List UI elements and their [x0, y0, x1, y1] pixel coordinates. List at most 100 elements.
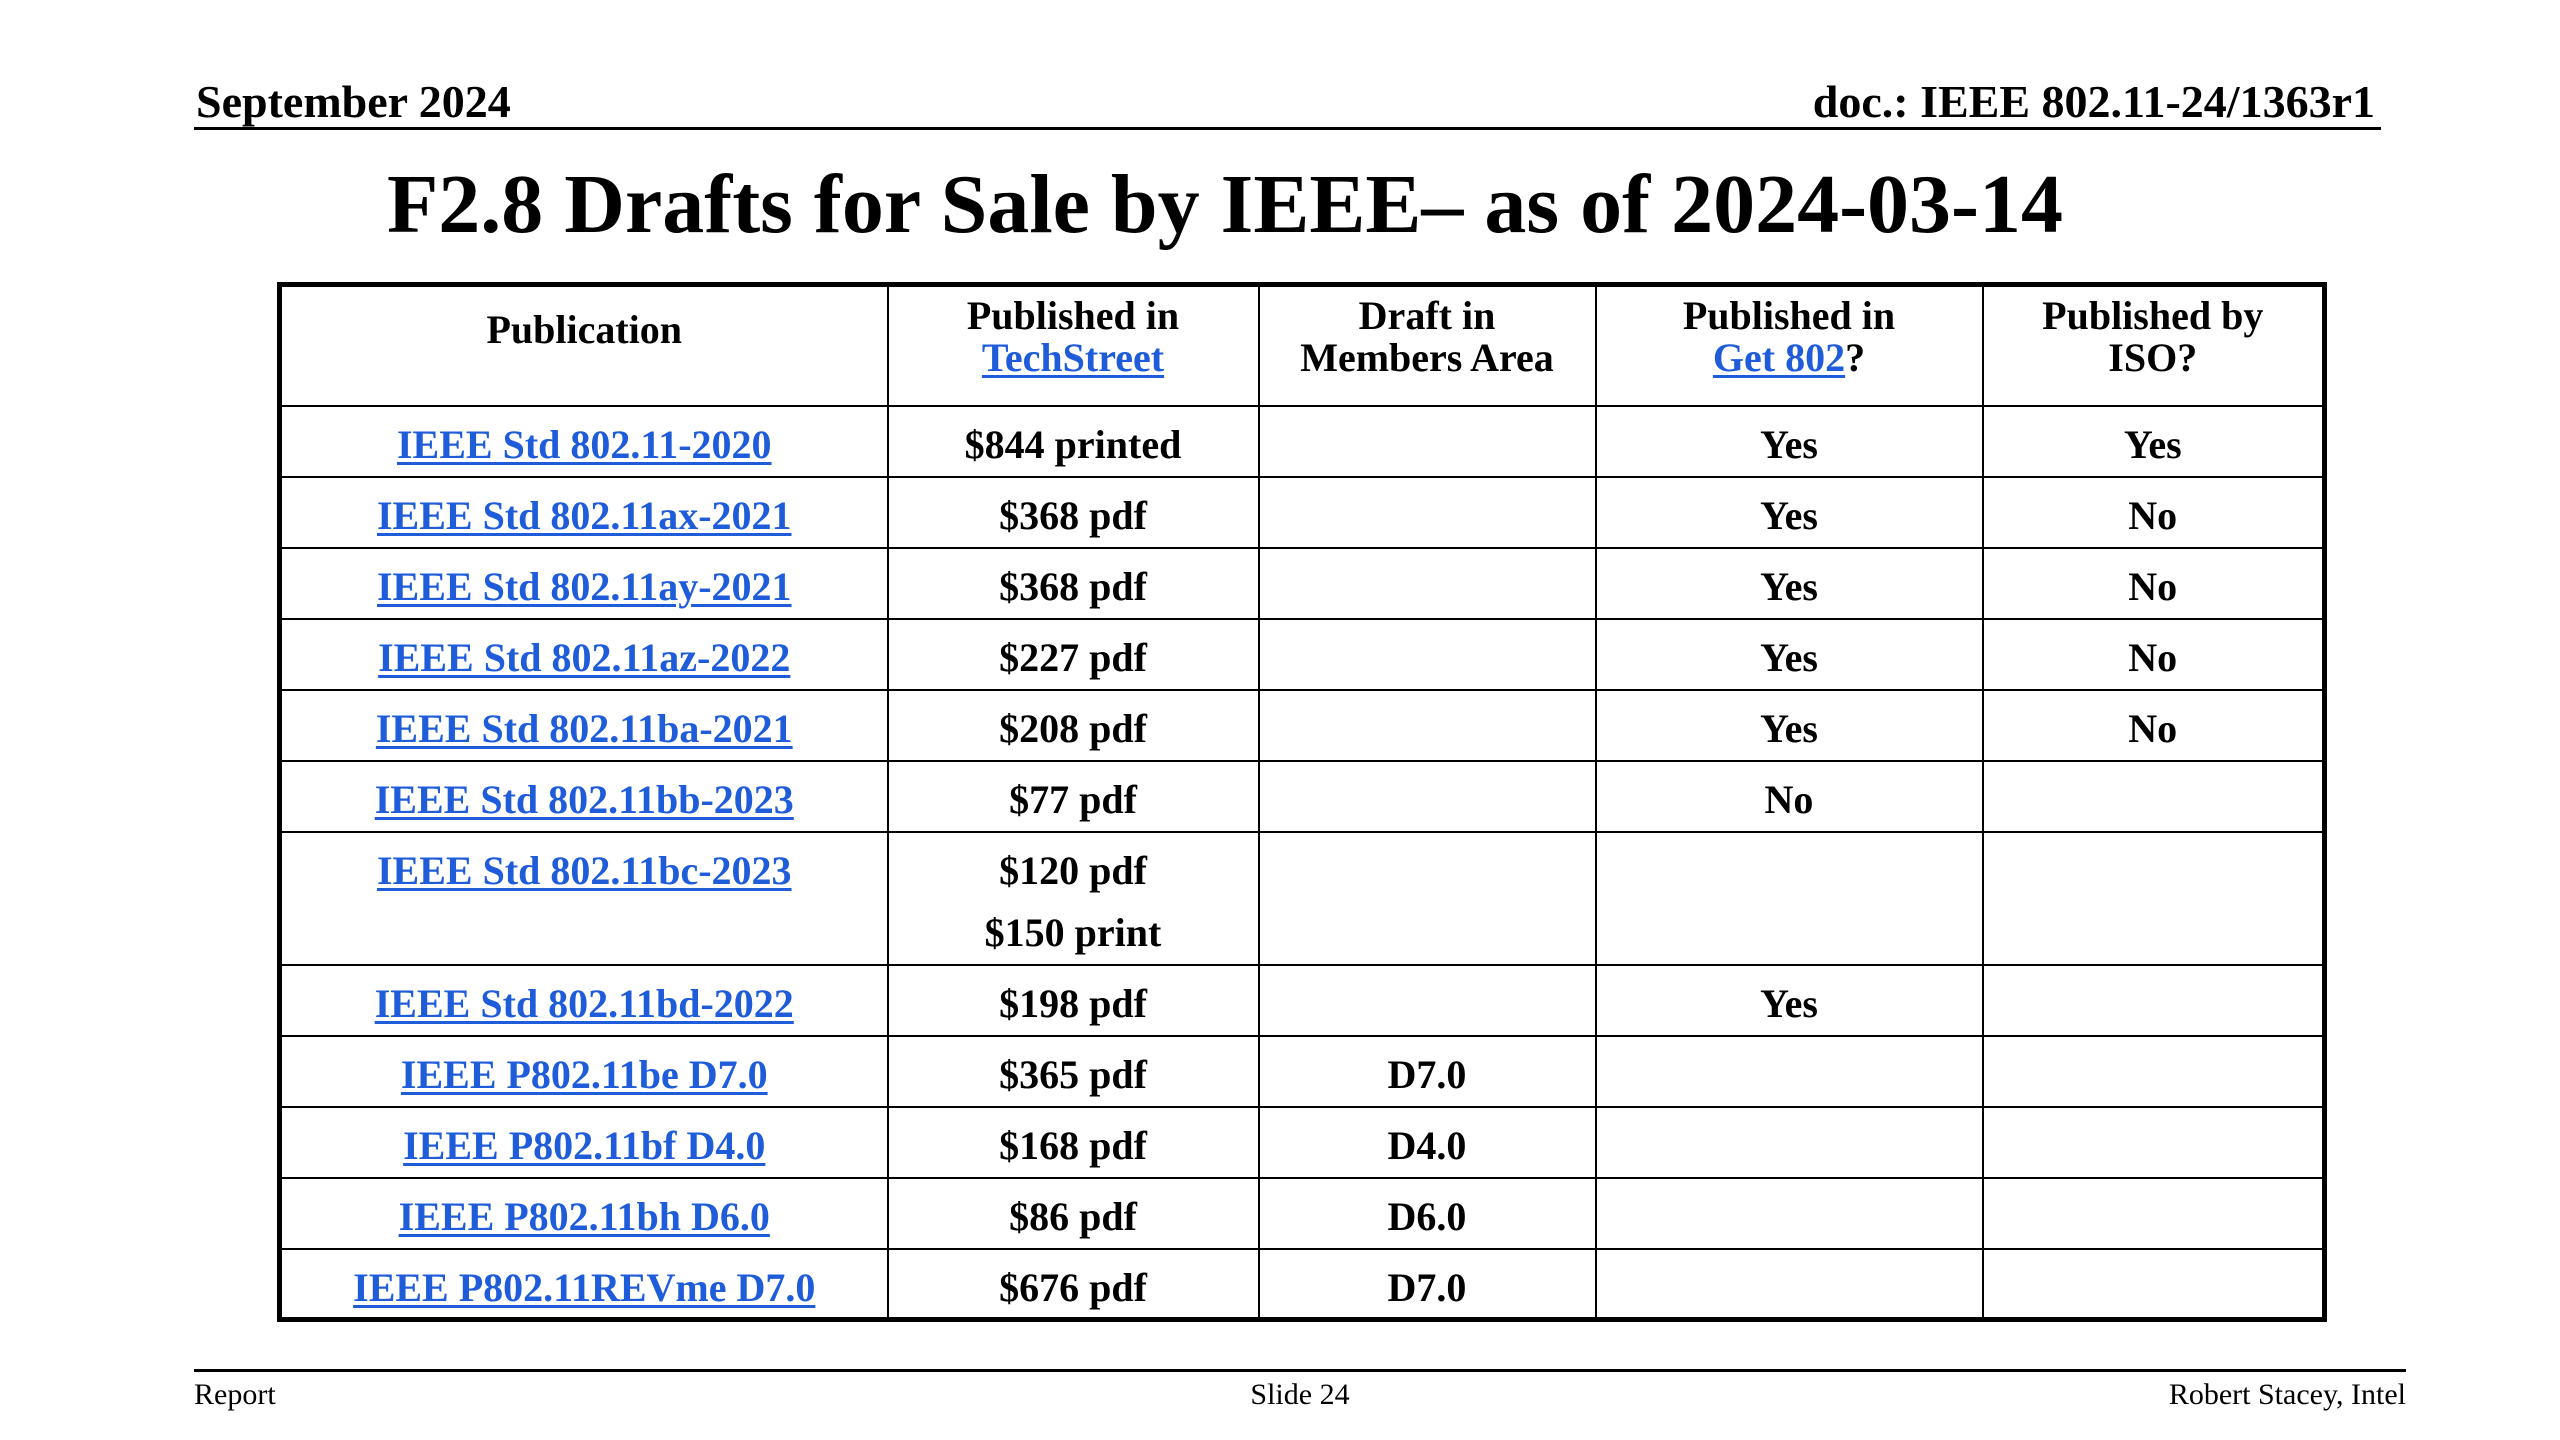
price-cell: $86 pdf — [886, 1176, 1260, 1250]
publication-cell: IEEE Std 802.11bd-2022 — [278, 963, 889, 1037]
publication-link[interactable]: IEEE P802.11bh D6.0 — [398, 1193, 770, 1239]
members-area-cell — [1257, 688, 1597, 762]
price-cell: $77 pdf — [886, 759, 1260, 833]
publication-cell: IEEE P802.11REVme D7.0 — [278, 1247, 889, 1321]
table-row: IEEE P802.11bh D6.0 $86 pdf D6.0 — [278, 1176, 2326, 1250]
get802-link[interactable]: Get 802 — [1712, 335, 1846, 380]
header-iso-line2: ISO? — [2108, 335, 2198, 380]
footer-slide-number: Slide 24 — [1250, 1378, 1350, 1411]
column-header-get802: Published in Get 802? — [1594, 283, 1984, 407]
footer-author: Robert Stacey, Intel — [2168, 1378, 2406, 1411]
publication-cell: IEEE P802.11bf D4.0 — [278, 1105, 889, 1179]
get802-cell: No — [1594, 759, 1984, 833]
column-header-publication: Publication — [278, 283, 889, 407]
price-cell: $368 pdf — [886, 475, 1260, 549]
members-area-cell — [1257, 963, 1597, 1037]
header-get802-prefix: Published in — [1682, 293, 1896, 338]
column-header-iso: Published by ISO? — [1981, 283, 2326, 407]
column-header-techstreet: Published in TechStreet — [886, 283, 1260, 407]
publication-cell: IEEE P802.11bh D6.0 — [278, 1176, 889, 1250]
header-doc-number: doc.: IEEE 802.11-24/1363r1 — [1812, 76, 2375, 127]
publication-cell: IEEE Std 802.11az-2022 — [278, 617, 889, 691]
iso-cell — [1981, 963, 2326, 1037]
table-row: IEEE Std 802.11bd-2022 $198 pdf Yes — [278, 963, 2326, 1037]
iso-cell — [1981, 1247, 2326, 1321]
publication-link[interactable]: IEEE Std 802.11az-2022 — [378, 634, 791, 680]
table-header-row: Publication Published in TechStreet Draf… — [278, 283, 2326, 407]
get802-cell — [1594, 1034, 1984, 1108]
get802-cell: Yes — [1594, 475, 1984, 549]
iso-cell: No — [1981, 688, 2326, 762]
members-area-cell: D7.0 — [1257, 1034, 1597, 1108]
publication-cell: IEEE Std 802.11-2020 — [278, 404, 889, 478]
members-area-cell: D4.0 — [1257, 1105, 1597, 1179]
get802-cell: Yes — [1594, 963, 1984, 1037]
iso-cell: No — [1981, 475, 2326, 549]
members-area-cell — [1257, 830, 1597, 966]
table-row: IEEE Std 802.11ay-2021 $368 pdf Yes No — [278, 546, 2326, 620]
publication-link[interactable]: IEEE P802.11be D7.0 — [400, 1051, 768, 1097]
table-row: IEEE Std 802.11az-2022 $227 pdf Yes No — [278, 617, 2326, 691]
get802-cell: Yes — [1594, 546, 1984, 620]
techstreet-link[interactable]: TechStreet — [981, 335, 1165, 380]
price-cell: $227 pdf — [886, 617, 1260, 691]
iso-cell: Yes — [1981, 404, 2326, 478]
publication-link[interactable]: IEEE Std 802.11ay-2021 — [376, 563, 792, 609]
publication-link[interactable]: IEEE Std 802.11bc-2023 — [376, 847, 792, 893]
table-row: IEEE Std 802.11bc-2023 $120 pdf $150 pri… — [278, 830, 2326, 966]
table-row: IEEE Std 802.11bb-2023 $77 pdf No — [278, 759, 2326, 833]
get802-cell: Yes — [1594, 688, 1984, 762]
publication-cell: IEEE Std 802.11bb-2023 — [278, 759, 889, 833]
publication-cell: IEEE P802.11be D7.0 — [278, 1034, 889, 1108]
slide-title: F2.8 Drafts for Sale by IEEE– as of 2024… — [386, 158, 2064, 251]
table-row: IEEE P802.11REVme D7.0 $676 pdf D7.0 — [278, 1247, 2326, 1321]
iso-cell — [1981, 759, 2326, 833]
footer-report-label: Report — [194, 1378, 276, 1411]
members-area-cell — [1257, 759, 1597, 833]
get802-cell: Yes — [1594, 617, 1984, 691]
publication-link[interactable]: IEEE Std 802.11bb-2023 — [374, 776, 794, 822]
price-cell: $844 printed — [886, 404, 1260, 478]
members-area-cell: D7.0 — [1257, 1247, 1597, 1321]
publication-cell: IEEE Std 802.11bc-2023 — [278, 830, 889, 966]
header-members-line2: Members Area — [1300, 335, 1554, 380]
header-get802-suffix: ? — [1845, 335, 1866, 380]
table-row: IEEE P802.11be D7.0 $365 pdf D7.0 — [278, 1034, 2326, 1108]
get802-cell — [1594, 1176, 1984, 1250]
header-techstreet-prefix: Published in — [966, 293, 1180, 338]
members-area-cell: D6.0 — [1257, 1176, 1597, 1250]
table-row: IEEE Std 802.11-2020 $844 printed Yes Ye… — [278, 404, 2326, 478]
get802-cell — [1594, 1247, 1984, 1321]
get802-cell: Yes — [1594, 404, 1984, 478]
price-cell: $168 pdf — [886, 1105, 1260, 1179]
publication-link[interactable]: IEEE Std 802.11-2020 — [396, 421, 772, 467]
members-area-cell — [1257, 617, 1597, 691]
price-cell: $676 pdf — [886, 1247, 1260, 1321]
members-area-cell — [1257, 475, 1597, 549]
publication-link[interactable]: IEEE Std 802.11ax-2021 — [376, 492, 792, 538]
iso-cell — [1981, 1176, 2326, 1250]
members-area-cell — [1257, 404, 1597, 478]
drafts-table: Publication Published in TechStreet Draf… — [277, 282, 2327, 1322]
price-cell: $198 pdf — [886, 963, 1260, 1037]
iso-cell: No — [1981, 617, 2326, 691]
header-divider — [194, 127, 2381, 130]
members-area-cell — [1257, 546, 1597, 620]
iso-cell — [1981, 1034, 2326, 1108]
table-row: IEEE Std 802.11ax-2021 $368 pdf Yes No — [278, 475, 2326, 549]
price-line-pdf: $120 pdf — [999, 847, 1147, 893]
publication-link[interactable]: IEEE P802.11bf D4.0 — [403, 1122, 766, 1168]
publication-link[interactable]: IEEE P802.11REVme D7.0 — [353, 1264, 816, 1310]
publication-cell: IEEE Std 802.11ay-2021 — [278, 546, 889, 620]
get802-cell — [1594, 1105, 1984, 1179]
iso-cell — [1981, 830, 2326, 966]
iso-cell: No — [1981, 546, 2326, 620]
price-cell: $368 pdf — [886, 546, 1260, 620]
header-date: September 2024 — [196, 76, 511, 127]
table-row: IEEE Std 802.11ba-2021 $208 pdf Yes No — [278, 688, 2326, 762]
publication-link[interactable]: IEEE Std 802.11ba-2021 — [375, 705, 793, 751]
price-line-print: $150 print — [984, 909, 1162, 955]
publication-link[interactable]: IEEE Std 802.11bd-2022 — [374, 980, 794, 1026]
iso-cell — [1981, 1105, 2326, 1179]
column-header-members-area: Draft in Members Area — [1257, 283, 1597, 407]
